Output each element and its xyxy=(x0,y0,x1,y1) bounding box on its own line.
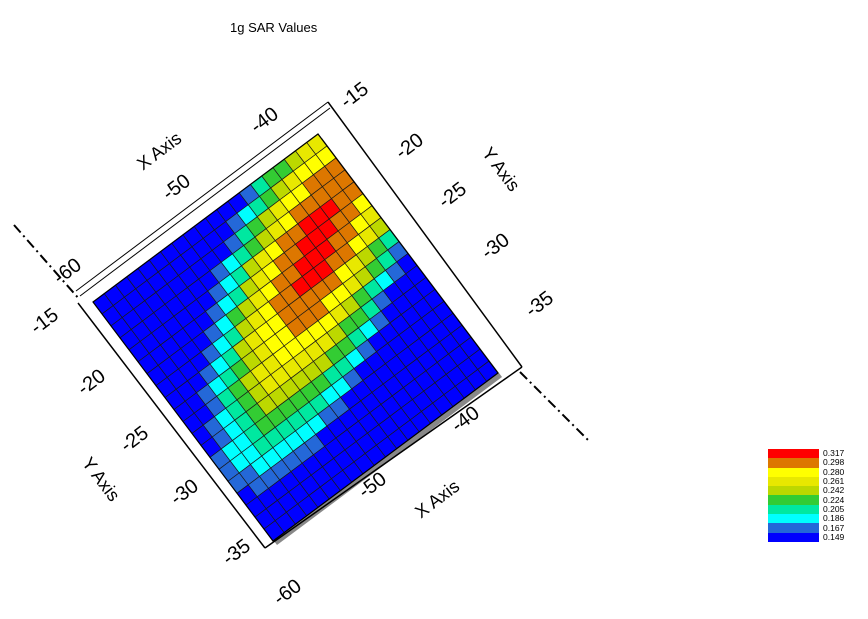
y-tick-left-label: -35 xyxy=(218,535,254,570)
legend-swatch xyxy=(768,458,819,468)
y-tick-right-label: -30 xyxy=(477,229,513,264)
legend-label: 0.317 xyxy=(823,448,845,459)
x-tick-bottom-label: -60 xyxy=(269,575,305,610)
y-tick-left-label: -20 xyxy=(73,365,109,400)
legend-swatch xyxy=(768,514,819,524)
y-axis-left-line xyxy=(77,302,266,549)
legend-item: 0.317 xyxy=(768,448,845,459)
y-tick-left-label: -15 xyxy=(26,304,62,339)
legend-swatch xyxy=(768,504,819,515)
rotation-axis-upper xyxy=(13,224,81,301)
x-axis-top-line-inner xyxy=(79,107,331,297)
legend-item: 0.280 xyxy=(768,466,845,477)
y-axis-title-right: Y Axis xyxy=(478,143,524,195)
x-tick-top-label: -60 xyxy=(49,254,85,289)
legend-label: 0.186 xyxy=(823,513,845,524)
chart-title: 1g SAR Values xyxy=(230,20,318,35)
y-tick-left-label: -30 xyxy=(166,475,202,510)
legend-label: 0.205 xyxy=(823,503,845,514)
color-legend: 0.317 0.298 0.280 0.261 0.242 0.224 0.205 0.186… xyxy=(768,449,844,542)
x-tick-top-label: -50 xyxy=(158,170,194,205)
legend-swatch xyxy=(768,532,819,542)
legend-swatch xyxy=(768,486,819,496)
legend-swatch xyxy=(768,495,819,505)
legend-item: 0.298 xyxy=(768,457,845,468)
legend-item: 0.186 xyxy=(768,513,845,524)
legend-label: 0.280 xyxy=(823,466,845,477)
x-axis-title-bottom: X Axis xyxy=(411,476,463,522)
y-tick-right-label: -20 xyxy=(391,129,427,164)
legend-swatch xyxy=(768,449,819,459)
legend-item: 0.224 xyxy=(768,494,845,505)
legend-item: 0.205 xyxy=(768,503,845,515)
legend-label: 0.149 xyxy=(823,531,845,542)
legend-label: 0.167 xyxy=(823,522,845,533)
legend-swatch xyxy=(768,476,819,487)
surface-outline xyxy=(92,133,499,542)
legend-item: 0.261 xyxy=(768,476,845,487)
legend-item: 0.149 xyxy=(768,531,845,542)
legend-item: 0.242 xyxy=(768,485,845,496)
legend-label: 0.298 xyxy=(823,457,845,468)
x-axis-title-top: X Axis xyxy=(133,128,185,174)
legend-swatch xyxy=(768,523,819,533)
sar-surface xyxy=(92,133,502,545)
y-tick-right-label: -35 xyxy=(521,287,557,322)
legend-label: 0.242 xyxy=(823,485,845,496)
x-tick-top-label: -40 xyxy=(246,103,282,138)
legend-swatch xyxy=(768,467,819,477)
legend-label: 0.224 xyxy=(823,494,845,505)
rotation-axis-lower xyxy=(519,371,591,443)
y-axis-right-line xyxy=(327,101,523,368)
x-axis-bottom-line xyxy=(264,366,523,549)
x-axis-top-line xyxy=(75,101,329,292)
y-tick-right-label: -25 xyxy=(434,178,470,213)
legend-item: 0.167 xyxy=(768,522,845,533)
y-tick-left-label: -25 xyxy=(116,422,152,457)
y-tick-right-label: -15 xyxy=(336,78,372,113)
y-axis-title-left: Y Axis xyxy=(78,453,124,505)
legend-label: 0.261 xyxy=(823,476,845,487)
